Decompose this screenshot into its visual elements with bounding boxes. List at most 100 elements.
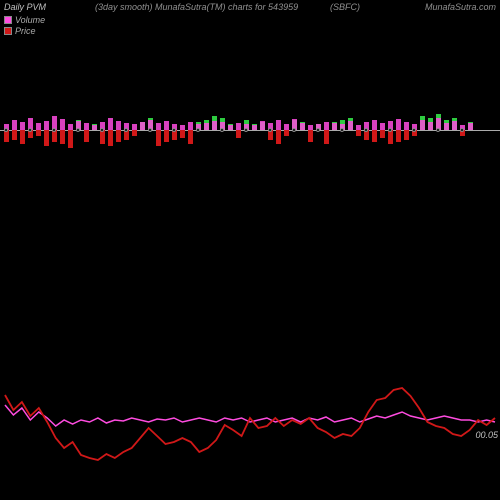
baseline-marker xyxy=(436,128,440,132)
volume-bar xyxy=(404,122,409,130)
price-bar xyxy=(36,130,41,136)
price-bar xyxy=(324,130,329,144)
baseline-marker xyxy=(4,128,8,132)
volume-bar xyxy=(20,122,25,130)
price-bar xyxy=(236,130,241,138)
volume-bar xyxy=(396,119,401,130)
volume-bar xyxy=(228,125,233,130)
volume-bar xyxy=(180,125,185,130)
baseline-marker xyxy=(412,128,416,132)
baseline-marker xyxy=(148,128,152,132)
baseline-marker xyxy=(268,128,272,132)
baseline-marker xyxy=(52,128,56,132)
price-bar xyxy=(356,130,361,136)
volume-bar xyxy=(444,123,449,130)
baseline-marker xyxy=(196,128,200,132)
price-bar xyxy=(156,130,161,146)
volume-bar xyxy=(324,122,329,130)
volume-bar xyxy=(252,125,257,130)
baseline-marker xyxy=(460,128,464,132)
volume-bar xyxy=(308,125,313,130)
line-svg xyxy=(0,360,500,480)
price-bar xyxy=(84,130,89,142)
volume-bar xyxy=(452,121,457,130)
title-center: (3day smooth) MunafaSutra(TM) charts for… xyxy=(95,2,298,12)
price-bar xyxy=(188,130,193,144)
price-bar xyxy=(60,130,65,144)
volume-bar xyxy=(260,121,265,130)
price-bar xyxy=(132,130,137,136)
price-bar xyxy=(276,130,281,144)
baseline-marker xyxy=(124,128,128,132)
volume-bar xyxy=(356,125,361,130)
volume-bar xyxy=(164,121,169,130)
volume-bar xyxy=(204,123,209,130)
price-bar xyxy=(116,130,121,142)
price-bar xyxy=(108,130,113,146)
legend-item: Price xyxy=(4,25,45,36)
volume-bar xyxy=(92,125,97,130)
baseline-marker xyxy=(316,128,320,132)
price-bar xyxy=(68,130,73,148)
price-bar xyxy=(308,130,313,142)
volume-bar xyxy=(132,124,137,130)
volume-bar xyxy=(420,120,425,130)
baseline-marker xyxy=(100,128,104,132)
baseline-marker xyxy=(76,128,80,132)
baseline-marker xyxy=(220,128,224,132)
price-bar xyxy=(396,130,401,142)
legend-item: Volume xyxy=(4,14,45,25)
volume-bar xyxy=(212,121,217,130)
price-line xyxy=(5,388,495,460)
title-left: Daily PVM xyxy=(4,2,46,12)
price-bar xyxy=(164,130,169,142)
price-bar xyxy=(100,130,105,144)
title-ticker: (SBFC) xyxy=(330,2,360,12)
price-bar xyxy=(12,130,17,140)
volume-bar xyxy=(284,124,289,130)
volume-bar xyxy=(380,123,385,130)
price-bar xyxy=(388,130,393,144)
baseline-marker xyxy=(28,128,32,132)
volume-bar xyxy=(140,122,145,130)
volume-chart xyxy=(0,100,500,160)
volume-bar xyxy=(44,121,49,130)
baseline-marker xyxy=(340,128,344,132)
chart-header: Daily PVM (3day smooth) MunafaSutra(TM) … xyxy=(0,2,500,16)
volume-bar xyxy=(332,123,337,130)
legend-swatch xyxy=(4,16,12,24)
title-right: MunafaSutra.com xyxy=(425,2,496,12)
volume-bar xyxy=(84,123,89,130)
baseline-marker xyxy=(388,128,392,132)
price-bar xyxy=(372,130,377,142)
price-bar xyxy=(380,130,385,138)
legend-label: Volume xyxy=(15,15,45,25)
volume-bar xyxy=(116,121,121,130)
price-bar xyxy=(180,130,185,138)
volume-bar xyxy=(36,123,41,130)
price-bar xyxy=(44,130,49,146)
y-axis-label: 00.05 xyxy=(475,430,498,440)
baseline-marker xyxy=(244,128,248,132)
volume-bar xyxy=(108,118,113,130)
legend-swatch xyxy=(4,27,12,35)
volume-bar xyxy=(348,121,353,130)
volume-bar xyxy=(300,123,305,130)
price-bar xyxy=(20,130,25,144)
volume-bar xyxy=(236,123,241,130)
baseline-marker xyxy=(172,128,176,132)
baseline-marker xyxy=(292,128,296,132)
baseline-marker xyxy=(364,128,368,132)
price-bar xyxy=(284,130,289,136)
volume-bar xyxy=(468,123,473,130)
legend-label: Price xyxy=(15,26,36,36)
volume-baseline xyxy=(0,130,500,131)
volume-bar xyxy=(372,120,377,130)
volume-bar xyxy=(60,119,65,130)
legend: VolumePrice xyxy=(4,14,45,36)
volume-bar xyxy=(156,123,161,130)
volume-bar xyxy=(188,122,193,130)
volume-bar xyxy=(68,124,73,130)
volume-bar xyxy=(276,120,281,130)
volume-line xyxy=(5,405,495,426)
